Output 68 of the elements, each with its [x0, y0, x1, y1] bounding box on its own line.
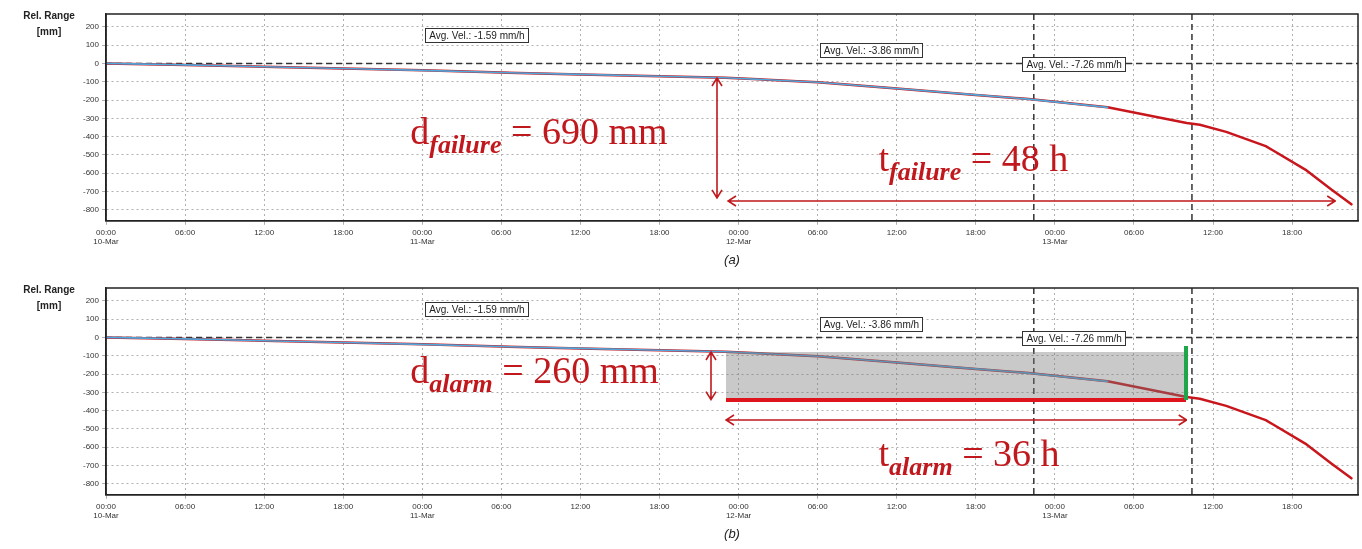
- text: (b): [724, 526, 740, 541]
- x-tick-label: 00:00 12-Mar: [725, 501, 752, 521]
- y-tick-label: -400: [83, 405, 100, 415]
- x-tick-label: 12:00: [570, 227, 591, 237]
- y-tick-label: -100: [83, 350, 100, 360]
- x-tick-label: 18:00: [1282, 227, 1303, 237]
- annotation: Avg. Vel.: -7.26 mm/h: [1022, 57, 1126, 73]
- y-tick-label: 100: [85, 314, 100, 324]
- y-tick-label: -300: [83, 387, 100, 397]
- x-tick-label: 18:00: [333, 501, 354, 511]
- y-axis-title: Rel. Range [mm]: [22, 283, 76, 313]
- y-tick-label: -700: [83, 186, 100, 196]
- y-tick-label: -500: [83, 150, 100, 160]
- annotation: d$_{alarm}$ = 260 mm: [410, 349, 659, 400]
- y-axis-title: Rel. Range [mm]: [22, 9, 76, 39]
- y-tick-label: 100: [85, 40, 100, 50]
- y-tick-label: -400: [83, 131, 100, 141]
- x-tick-label: 12:00: [254, 501, 275, 511]
- x-tick-label: 12:00: [1203, 227, 1224, 237]
- x-tick-label: 12:00: [570, 501, 591, 511]
- y-tick-label: -800: [83, 205, 100, 215]
- y-tick-label: -200: [83, 369, 100, 379]
- x-tick-label: 18:00: [649, 501, 671, 511]
- x-tick-label: 12:00: [1203, 501, 1224, 511]
- x-tick-label: 12:00: [254, 227, 275, 237]
- y-tick-label: 200: [85, 296, 100, 306]
- x-tick-label: 06:00: [807, 501, 829, 511]
- x-tick-label: 00:00 13-Mar: [1042, 227, 1068, 247]
- annotation: Avg. Vel.: -1.59 mm/h: [425, 28, 529, 44]
- annotation: d$_{failure}$ = 690 mm: [410, 110, 668, 161]
- annotation: Avg. Vel.: -7.26 mm/h: [1022, 331, 1126, 347]
- y-tick-label: -800: [83, 479, 100, 489]
- y-tick-label: -500: [83, 424, 100, 434]
- x-tick-label: 06:00: [175, 227, 196, 237]
- x-tick-label: 18:00: [333, 227, 354, 237]
- x-tick-label: 06:00: [491, 227, 512, 237]
- y-tick-label: -300: [83, 113, 100, 123]
- x-tick-label: 00:00 12-Mar: [725, 227, 752, 247]
- x-tick-label: 06:00: [491, 501, 512, 511]
- annotation: Avg. Vel.: -1.59 mm/h: [425, 302, 529, 318]
- y-tick-label: 200: [85, 22, 100, 32]
- annotation: Avg. Vel.: -3.86 mm/h: [819, 316, 924, 332]
- y-tick-label: -700: [83, 460, 100, 470]
- x-tick-label: 18:00: [1282, 501, 1303, 511]
- x-tick-label: 06:00: [1123, 227, 1145, 237]
- annotation: t$_{failure}$ = 48 h: [878, 137, 1069, 188]
- y-tick-label: -600: [83, 168, 100, 178]
- y-tick-label: -600: [83, 442, 100, 452]
- x-tick-label: 06:00: [175, 501, 196, 511]
- annotation: t$_{alarm}$ = 36 h: [878, 431, 1060, 483]
- x-tick-label: 00:00 13-Mar: [1042, 501, 1068, 521]
- x-tick-label: 18:00: [965, 501, 987, 511]
- x-tick-label: 12:00: [886, 227, 908, 237]
- x-tick-label: 00:00 11-Mar: [409, 227, 436, 247]
- y-tick-label: 0: [94, 332, 100, 342]
- x-tick-label: 06:00: [807, 227, 829, 237]
- x-tick-label: 00:00 10-Mar: [93, 227, 120, 247]
- x-tick-label: 18:00: [649, 227, 671, 237]
- y-tick-label: 0: [94, 58, 100, 68]
- y-tick-label: -200: [83, 95, 100, 105]
- y-tick-label: -100: [83, 76, 100, 86]
- x-tick-label: 12:00: [886, 501, 908, 511]
- x-tick-label: 00:00 10-Mar: [93, 501, 120, 521]
- x-tick-label: 18:00: [965, 227, 987, 237]
- text: (a): [724, 252, 740, 267]
- x-tick-label: 00:00 11-Mar: [409, 501, 436, 521]
- annotation: Avg. Vel.: -3.86 mm/h: [819, 42, 924, 58]
- x-tick-label: 06:00: [1123, 501, 1145, 511]
